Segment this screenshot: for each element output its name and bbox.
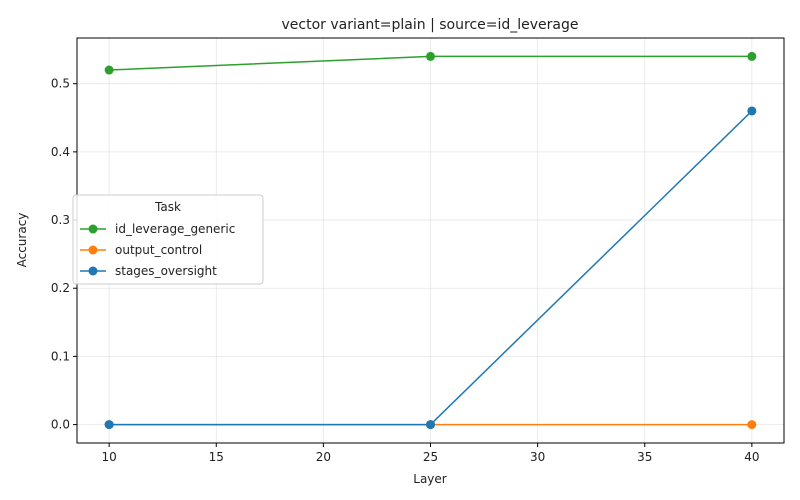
x-axis-label: Layer bbox=[413, 472, 447, 486]
y-tick-label: 0.1 bbox=[51, 349, 70, 363]
chart-title: vector variant=plain | source=id_leverag… bbox=[281, 17, 578, 33]
data-point bbox=[426, 51, 435, 61]
legend-label: stages_oversight bbox=[115, 264, 217, 278]
data-point bbox=[747, 51, 757, 61]
legend-title: Task bbox=[154, 200, 181, 214]
legend-entry: id_leverage_generic bbox=[80, 222, 235, 236]
y-tick-label: 0.0 bbox=[51, 418, 70, 432]
legend-entry: stages_oversight bbox=[80, 264, 217, 278]
x-tick-label: 25 bbox=[423, 450, 438, 464]
data-point bbox=[747, 420, 757, 430]
y-tick-label: 0.3 bbox=[51, 213, 70, 227]
legend-swatch-marker bbox=[88, 266, 98, 276]
series-id_leverage_generic bbox=[104, 51, 757, 75]
y-tick-label: 0.4 bbox=[51, 145, 70, 159]
data-point bbox=[426, 420, 435, 430]
legend-swatch-marker bbox=[88, 224, 98, 234]
x-tick-label: 20 bbox=[316, 450, 331, 464]
x-tick-label: 30 bbox=[530, 450, 545, 464]
y-tick-label: 0.5 bbox=[51, 77, 70, 91]
legend-label: id_leverage_generic bbox=[115, 222, 235, 236]
legend-entry: output_control bbox=[80, 243, 202, 257]
legend-swatch-marker bbox=[88, 245, 98, 255]
data-point bbox=[104, 65, 114, 75]
x-tick-label: 35 bbox=[637, 450, 652, 464]
data-point bbox=[747, 106, 757, 116]
legend-label: output_control bbox=[115, 243, 202, 257]
series-lines bbox=[104, 51, 757, 430]
y-tick-label: 0.2 bbox=[51, 281, 70, 295]
x-tick-label: 10 bbox=[101, 450, 116, 464]
x-tick-label: 15 bbox=[209, 450, 224, 464]
legend-box bbox=[72, 194, 264, 285]
data-point bbox=[104, 420, 114, 430]
y-axis-label: Accuracy bbox=[15, 213, 29, 268]
axis-ticks: 10 15 20 25 30 35 40 0.0 0.1 0.2 0.3 0.4 0.5 bbox=[51, 77, 760, 464]
x-tick-label: 40 bbox=[744, 450, 759, 464]
series-stages_oversight bbox=[104, 106, 757, 430]
legend: Task id_leverage_generic output_controlst… bbox=[72, 194, 264, 285]
